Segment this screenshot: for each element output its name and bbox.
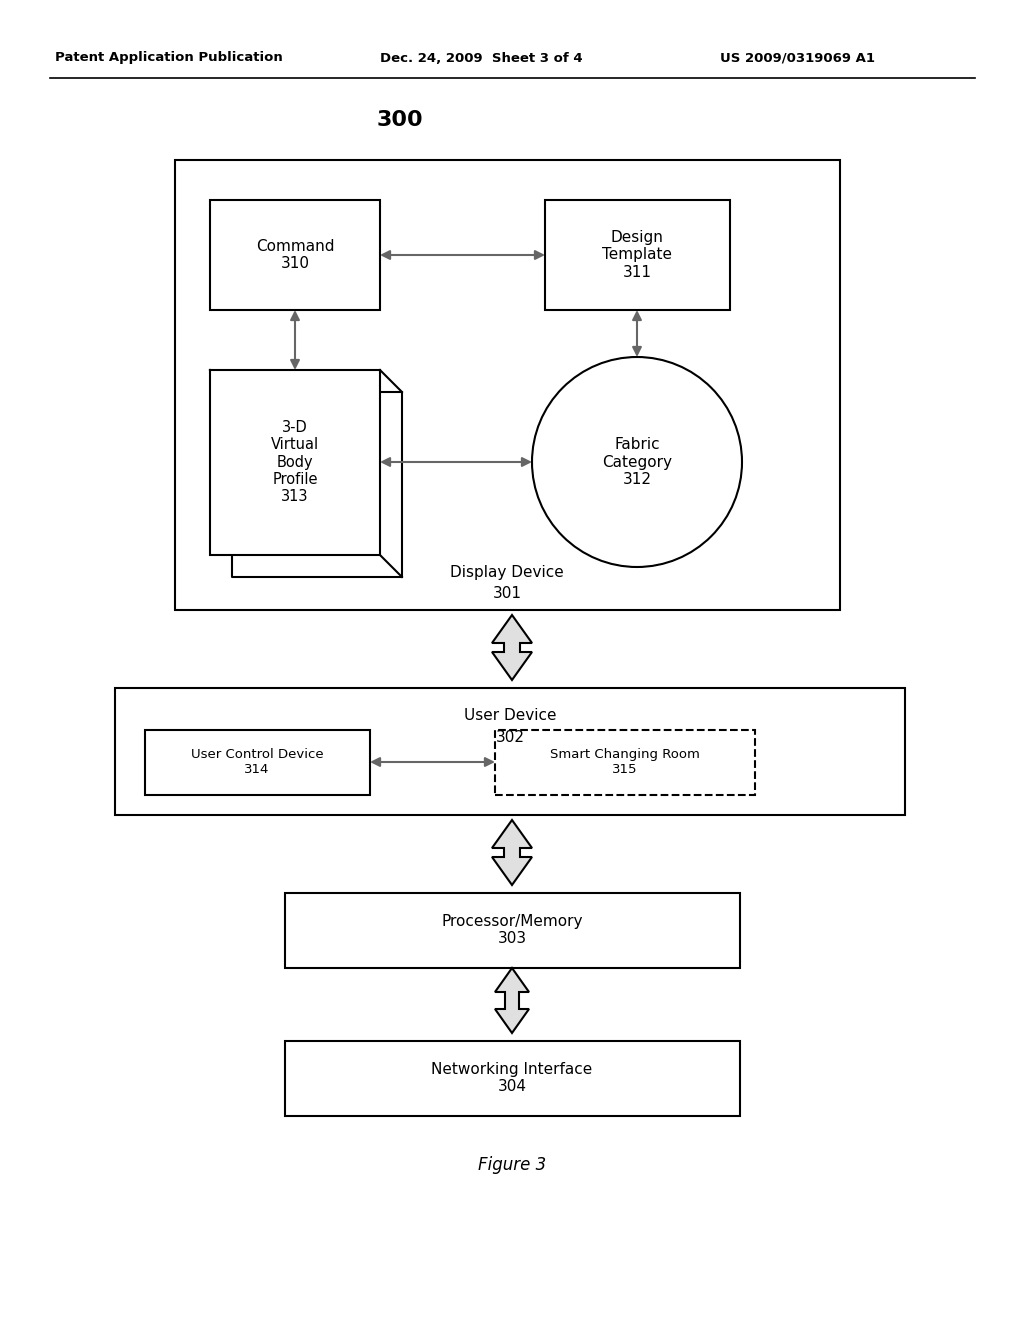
Text: 301: 301 <box>493 586 521 602</box>
Text: Fabric
Category
312: Fabric Category 312 <box>602 437 672 487</box>
Text: Display Device: Display Device <box>451 565 564 579</box>
Text: Processor/Memory
303: Processor/Memory 303 <box>441 913 583 946</box>
Polygon shape <box>492 615 532 680</box>
Bar <box>285 1041 740 1115</box>
Text: Command
310: Command 310 <box>256 239 334 271</box>
Text: User Control Device
314: User Control Device 314 <box>190 748 324 776</box>
Circle shape <box>532 356 742 568</box>
Text: Design
Template
311: Design Template 311 <box>602 230 672 280</box>
Text: 3-D
Virtual
Body
Profile
313: 3-D Virtual Body Profile 313 <box>271 420 319 504</box>
Text: Patent Application Publication: Patent Application Publication <box>55 51 283 65</box>
Bar <box>210 201 380 310</box>
Text: 302: 302 <box>496 730 524 746</box>
Polygon shape <box>495 968 529 1034</box>
Bar <box>210 370 380 554</box>
Bar <box>115 688 905 814</box>
Bar <box>545 201 730 310</box>
Text: User Device: User Device <box>464 709 556 723</box>
Text: 300: 300 <box>377 110 423 129</box>
Polygon shape <box>492 820 532 884</box>
Polygon shape <box>232 392 402 577</box>
Bar <box>285 894 740 968</box>
Text: Smart Changing Room
315: Smart Changing Room 315 <box>550 748 700 776</box>
Text: US 2009/0319069 A1: US 2009/0319069 A1 <box>720 51 874 65</box>
Bar <box>495 730 755 795</box>
Bar <box>175 160 840 610</box>
Bar <box>145 730 370 795</box>
Text: Networking Interface
304: Networking Interface 304 <box>431 1061 593 1094</box>
Text: Dec. 24, 2009  Sheet 3 of 4: Dec. 24, 2009 Sheet 3 of 4 <box>380 51 583 65</box>
Text: Figure 3: Figure 3 <box>478 1156 546 1173</box>
